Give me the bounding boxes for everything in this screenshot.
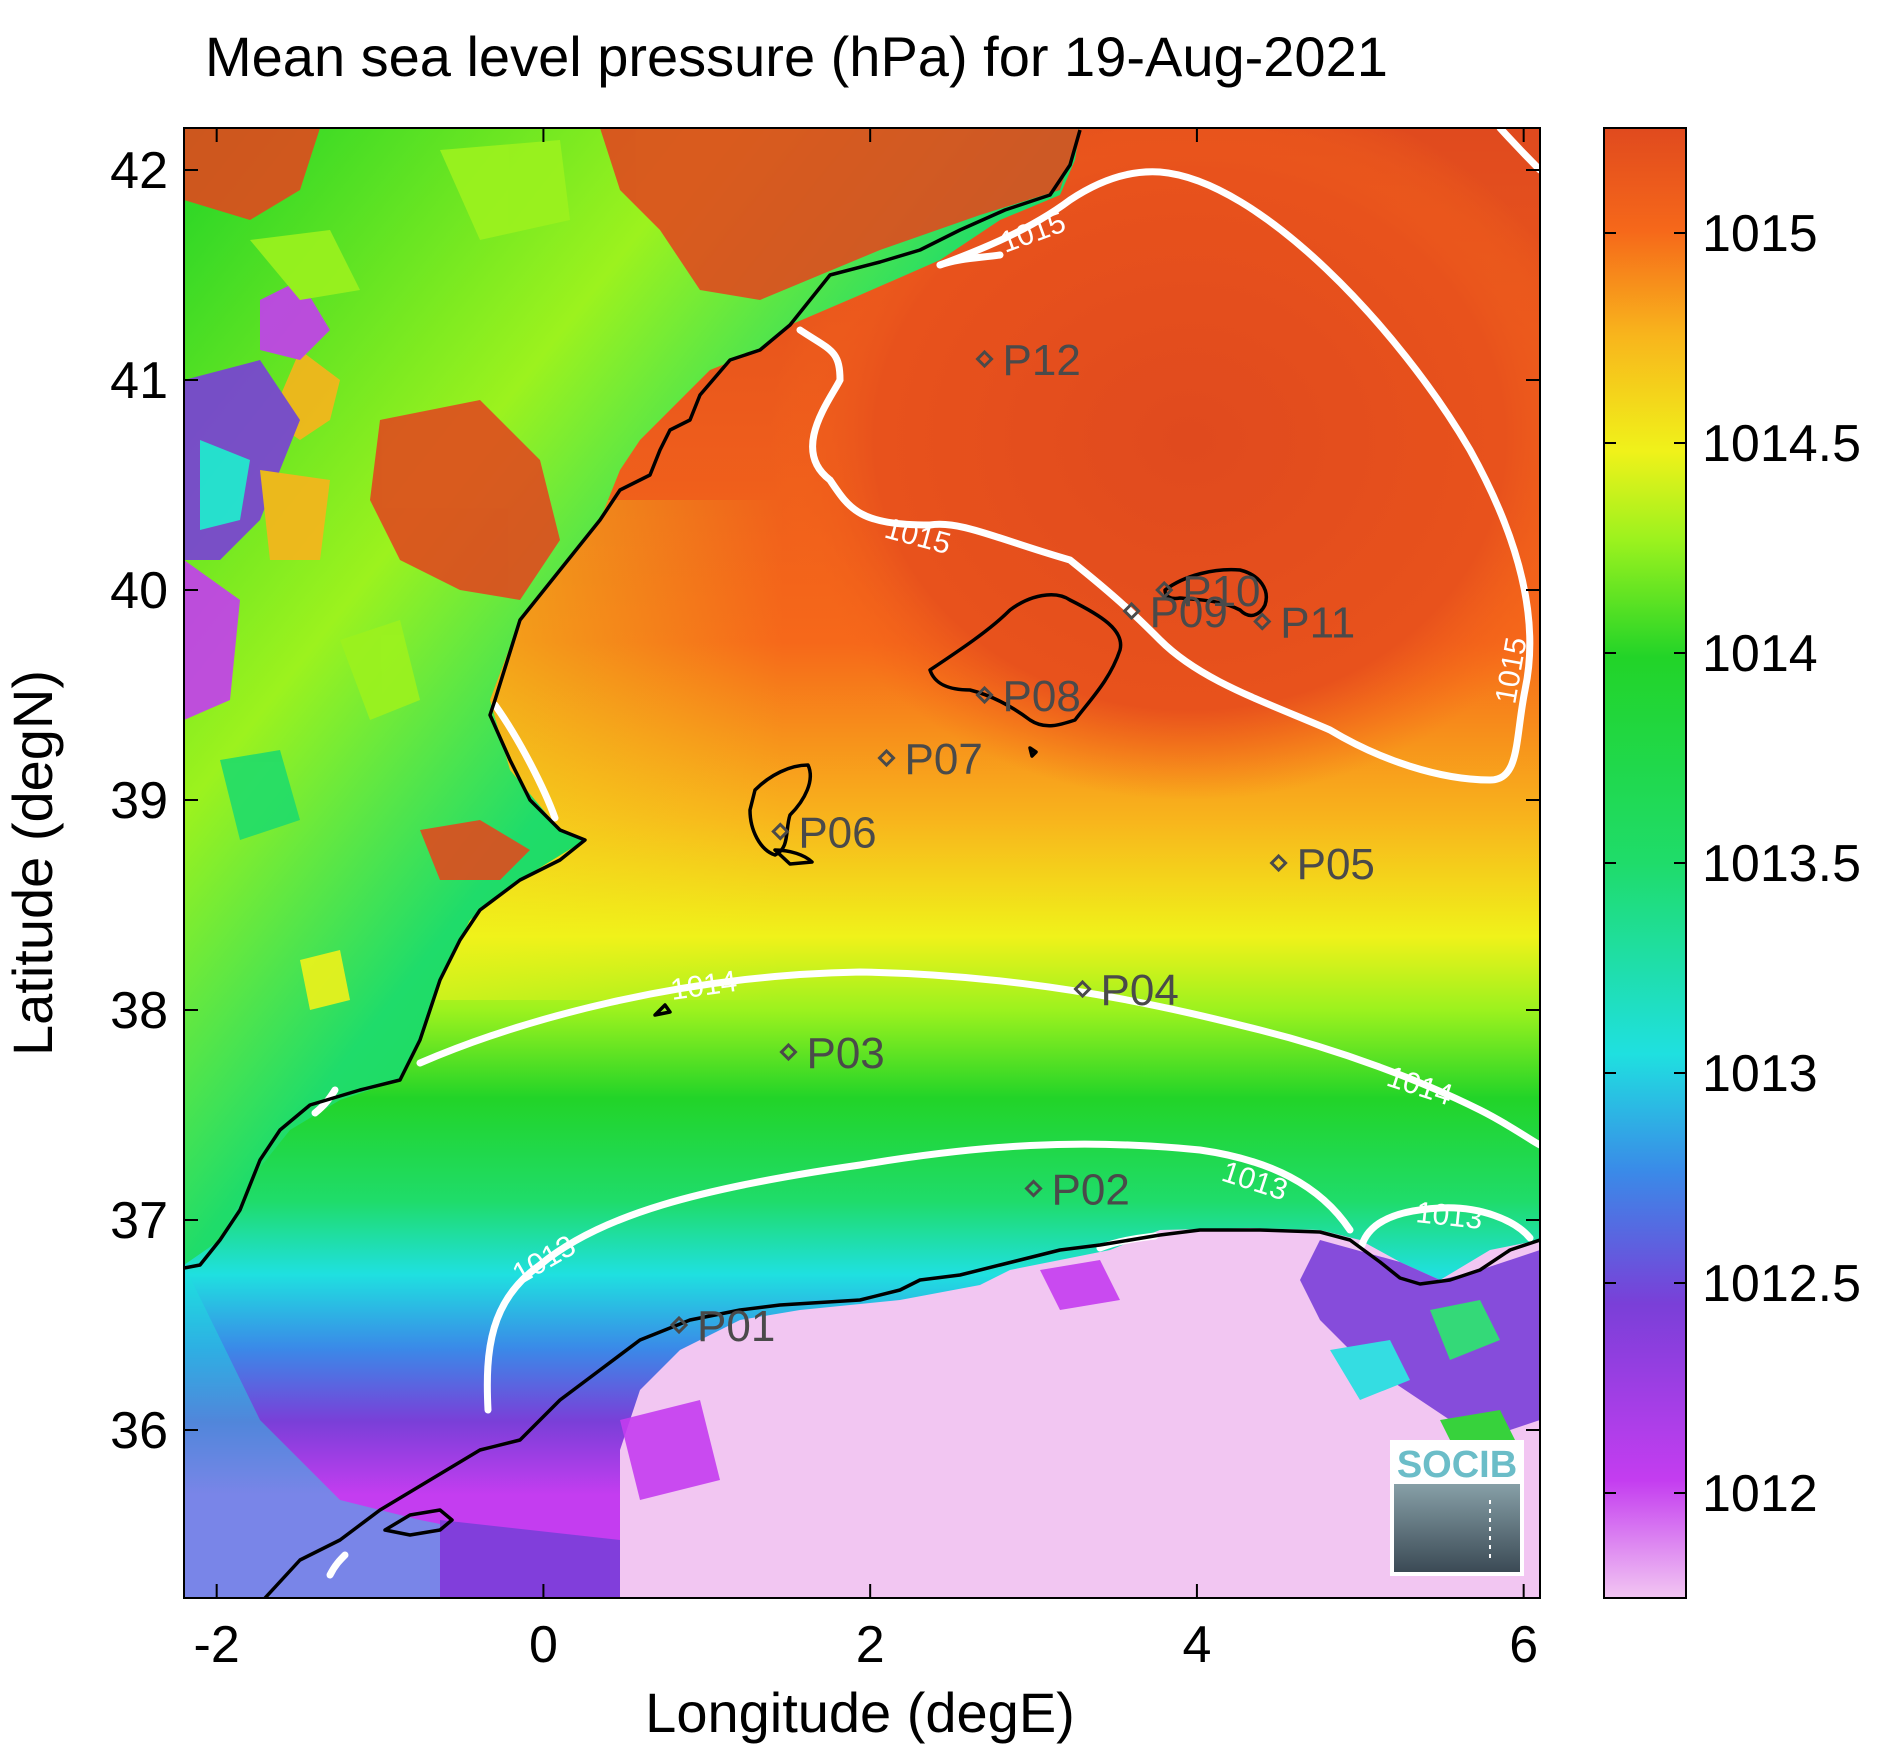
y-tick-label: 37 [110, 1192, 168, 1250]
station-marker[interactable]: P05 [1269, 840, 1375, 889]
station-diamond-icon [1155, 580, 1174, 600]
iberia-land [184, 128, 1080, 1265]
station-marker[interactable]: P11 [1253, 599, 1355, 648]
colorbar-tick-label: 1013 [1702, 1045, 1818, 1103]
plot-frame [183, 127, 1541, 1599]
colorbar-tick-label: 1015 [1702, 205, 1818, 263]
station-diamond-icon [877, 748, 896, 768]
station-label: P01 [697, 1302, 775, 1351]
station-diamond-icon [1024, 1179, 1043, 1198]
y-axis-label: Latitude (degN) [1, 670, 64, 1056]
africa-land [620, 1228, 1540, 1598]
station-marker[interactable]: P04 [1073, 966, 1179, 1015]
svg-text:1013: 1013 [1414, 1196, 1484, 1236]
station-diamond-icon [771, 822, 790, 841]
y-tick-label: 40 [110, 562, 168, 620]
colorbar-tick-label: 1013.5 [1702, 835, 1861, 893]
y-tick-label: 42 [110, 142, 168, 200]
station-diamond-icon [1122, 601, 1141, 621]
socib-logo-text: SOCIB [1397, 1444, 1517, 1486]
heatmap-area: 1015 1015 1015 1014 1014 1013 1013 1013 [184, 128, 1540, 1598]
station-label: P08 [1003, 672, 1081, 721]
colorbar-tick-label: 1012.5 [1702, 1255, 1861, 1313]
y-tick-label: 36 [110, 1402, 168, 1460]
y-tick-label: 41 [110, 352, 168, 410]
y-tick-label: 39 [110, 772, 168, 830]
station-diamond-icon [1253, 612, 1272, 631]
station-diamond-icon [1269, 853, 1288, 873]
station-label: P06 [798, 809, 876, 858]
chart-title: Mean sea level pressure (hPa) for 19-Aug… [205, 25, 1388, 88]
station-marker[interactable]: P06 [771, 809, 877, 858]
socib-logo: SOCIB [1390, 1440, 1524, 1576]
colorbar-tick-label: 1014.5 [1702, 415, 1861, 473]
station-label: P07 [905, 735, 983, 784]
station-diamond-icon [779, 1042, 798, 1062]
coastlines [184, 129, 1540, 1598]
station-label: P05 [1297, 840, 1375, 889]
station-diamond-icon [975, 685, 994, 705]
station-marker[interactable]: P01 [669, 1302, 775, 1351]
station-marker[interactable]: P07 [877, 735, 983, 784]
station-marker[interactable]: P03 [779, 1029, 885, 1078]
x-tick-label: -2 [194, 1616, 240, 1674]
station-marker[interactable]: P12 [975, 336, 1081, 385]
station-diamond-icon [975, 349, 994, 369]
colorbar [1603, 127, 1687, 1599]
y-tick-label: 38 [110, 982, 168, 1040]
station-label: P02 [1052, 1166, 1130, 1215]
station-diamond-icon [669, 1315, 689, 1335]
station-label: P12 [1003, 336, 1081, 385]
station-label: P03 [806, 1029, 884, 1078]
colorbar-tick-label: 1012 [1702, 1465, 1818, 1523]
station-diamond-icon [1073, 979, 1092, 999]
x-tick-label: 2 [856, 1616, 885, 1674]
station-marker[interactable]: P02 [1024, 1166, 1130, 1215]
colorbar-tick-label: 1014 [1702, 625, 1818, 683]
station-label: P10 [1182, 567, 1260, 616]
x-axis-ticks: -2 0 2 4 6 [194, 128, 1538, 1674]
station-label: P11 [1280, 599, 1355, 648]
x-tick-label: 6 [1509, 1616, 1538, 1674]
station-marker[interactable]: P08 [975, 672, 1081, 721]
x-tick-label: 0 [529, 1616, 558, 1674]
station-marker[interactable]: P10 [1155, 567, 1261, 616]
x-tick-label: 4 [1182, 1616, 1211, 1674]
station-label: P04 [1101, 966, 1179, 1015]
colorbar-ticks: 1012 1012.5 1013 1013.5 1014 1014.5 1015 [1604, 205, 1861, 1523]
y-axis-ticks: 36 37 38 39 40 41 42 [110, 142, 1540, 1460]
x-axis-label: Longitude (degE) [645, 1681, 1075, 1744]
contour-lines [311, 128, 1540, 1579]
